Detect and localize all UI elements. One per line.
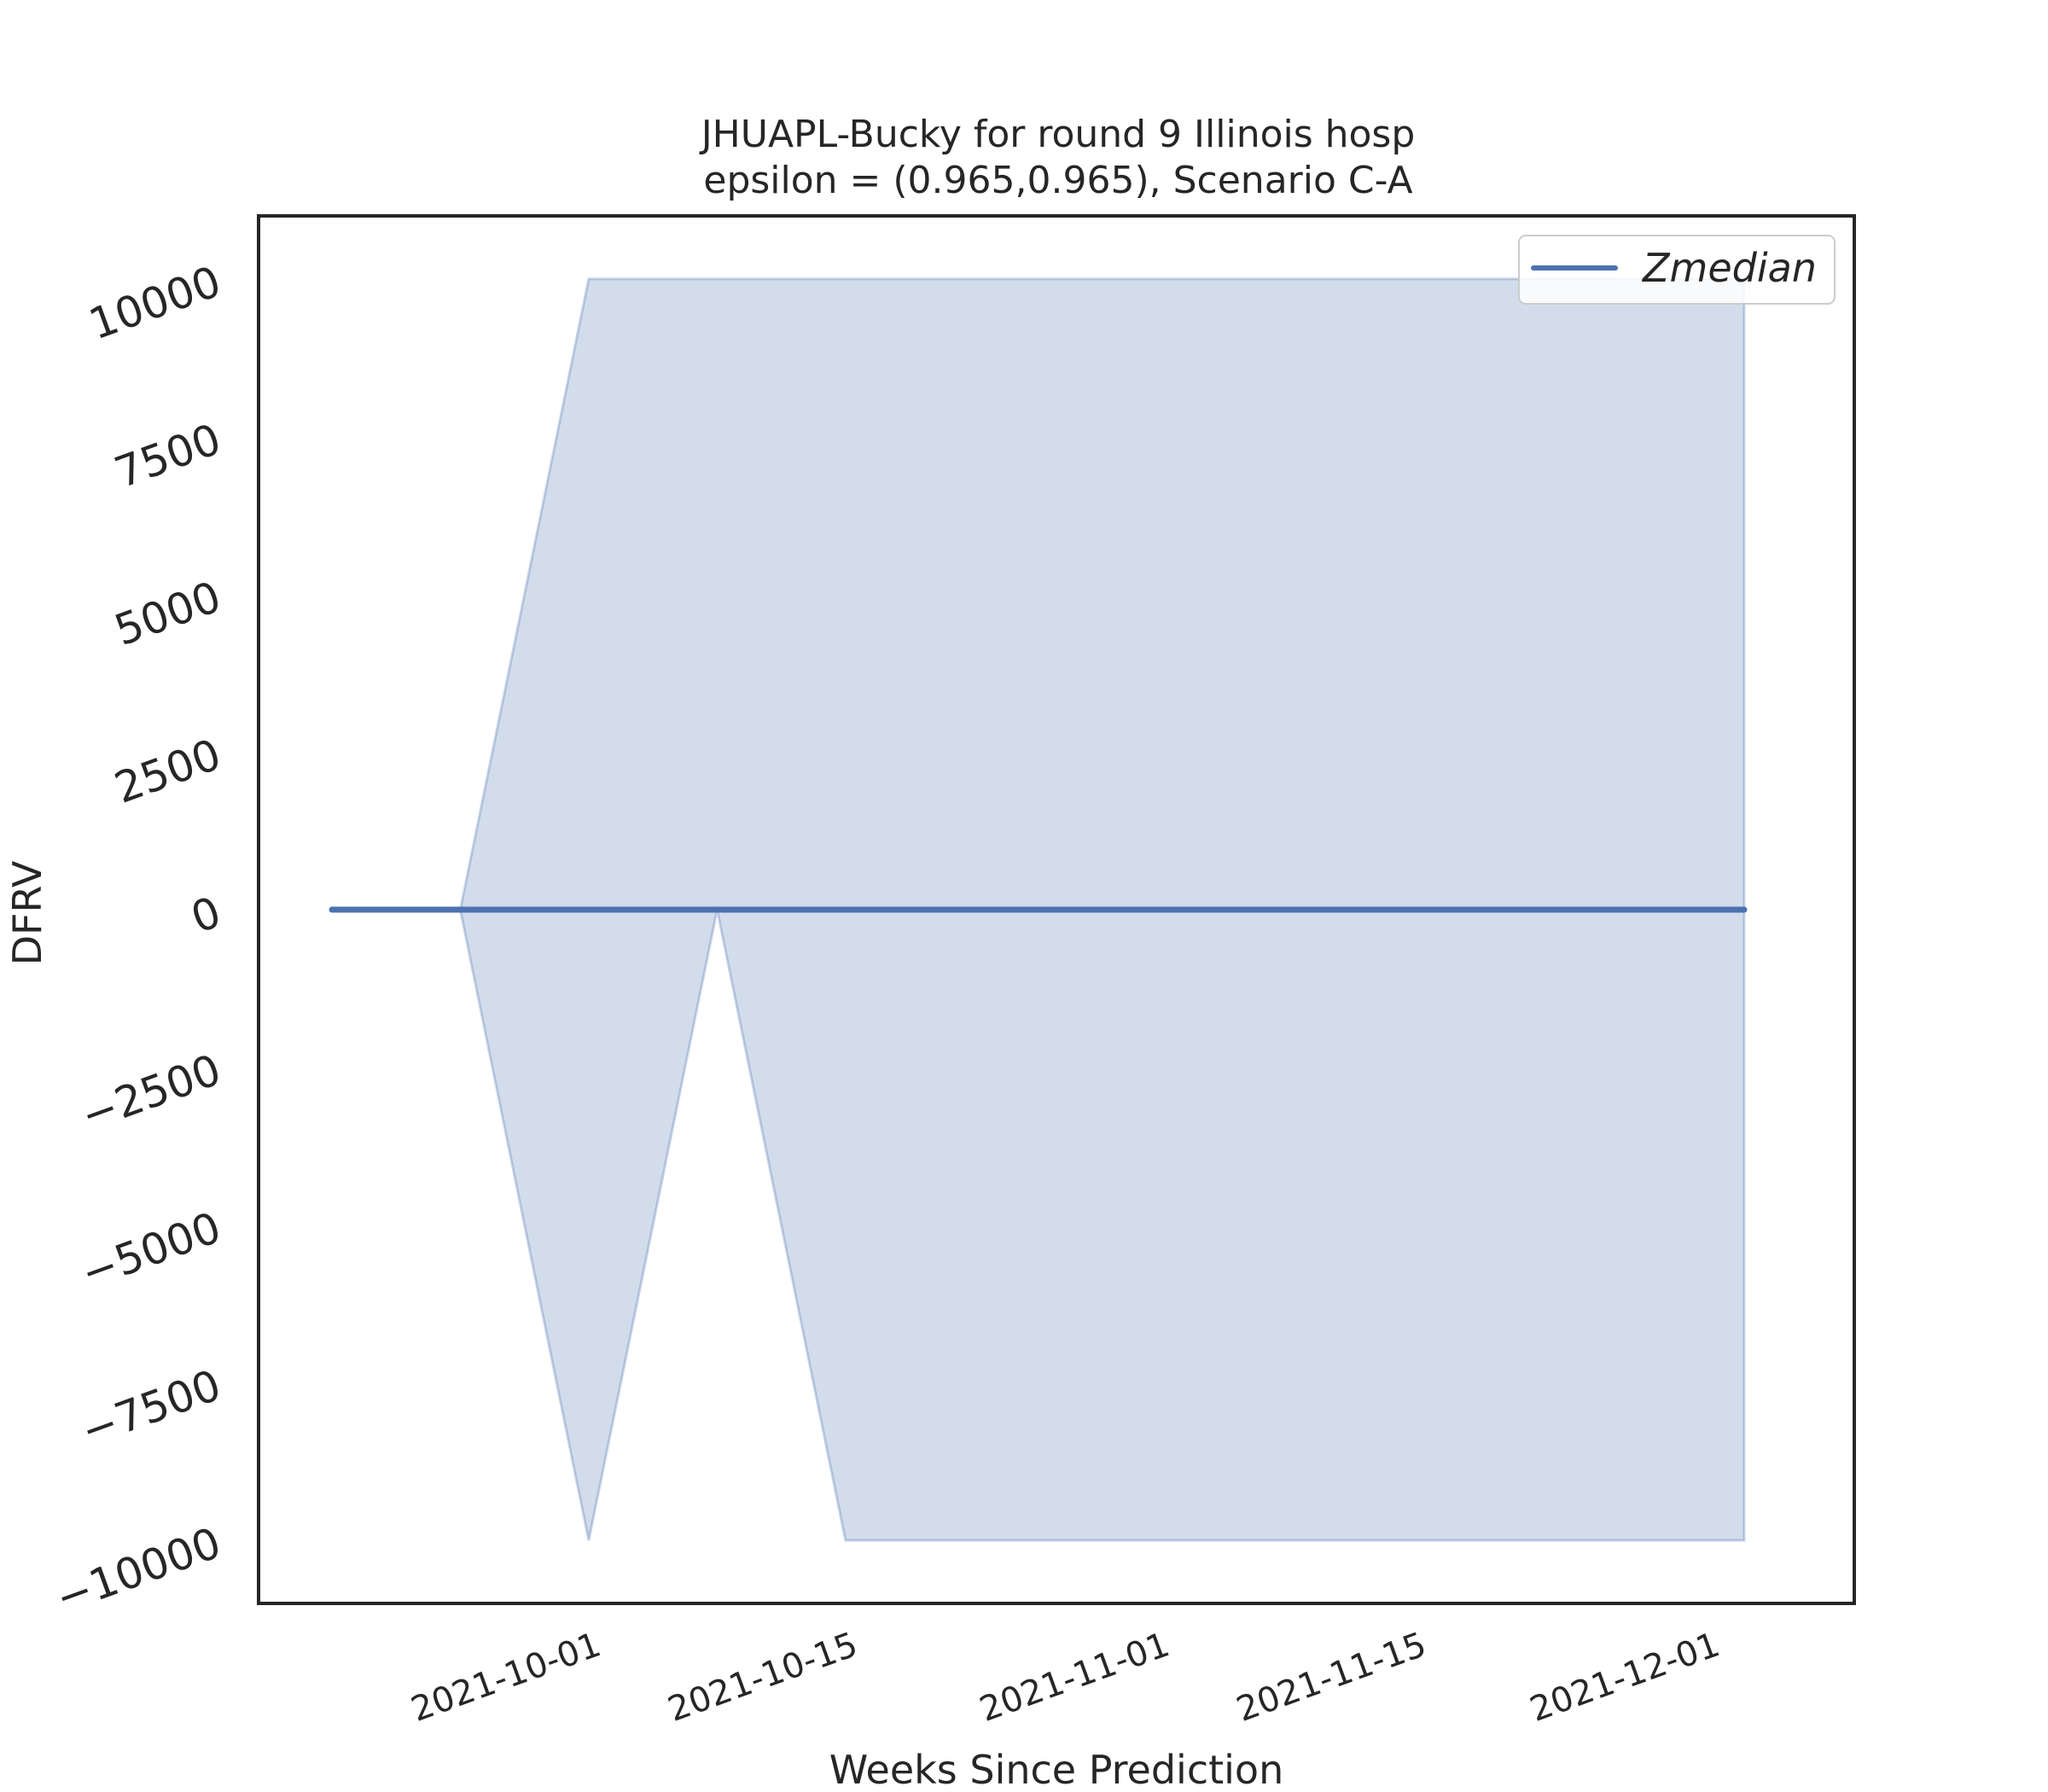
y-tick-label: −7500: [74, 1360, 227, 1456]
y-tick-label: 5000: [108, 572, 227, 655]
x-axis-label: Weeks Since Prediction: [829, 1747, 1283, 1792]
y-tick-label: 7500: [108, 414, 227, 497]
x-tick-label: 2021-12-01: [1525, 1625, 1725, 1730]
x-tick-label: 2021-10-01: [406, 1625, 606, 1730]
y-tick-label: −10000: [49, 1518, 228, 1623]
legend-box: [1518, 235, 1836, 305]
y-axis-ticks: −10000 −7500 −5000 −2500 0 2500 5000 7500 10000: [49, 257, 228, 1623]
y-tick-label: 2500: [108, 730, 227, 813]
plot-area: [329, 277, 1748, 1542]
y-tick-label: 10000: [83, 257, 227, 350]
chart-title-line1: JHUAPL-Bucky for round 9 Illinois hosp: [699, 113, 1416, 156]
y-tick-label: −2500: [74, 1044, 227, 1140]
x-axis-ticks: 2021-10-01 2021-10-15 2021-11-01 2021-11-15…: [406, 1625, 1725, 1730]
chart-title-line2: epsilon = (0.965,0.965), Scenario C-A: [703, 159, 1412, 202]
x-tick-label: 2021-11-01: [975, 1625, 1174, 1730]
axes-frame: [257, 214, 1856, 1605]
y-tick-label: −5000: [74, 1202, 227, 1298]
x-tick-label: 2021-10-15: [663, 1625, 863, 1730]
legend: Zmedian: [1518, 235, 1836, 305]
y-axis-label: DFRV: [4, 860, 50, 965]
x-tick-label: 2021-11-15: [1231, 1625, 1431, 1730]
y-tick-label: 0: [185, 887, 228, 943]
legend-label: Zmedian: [1641, 245, 1817, 291]
